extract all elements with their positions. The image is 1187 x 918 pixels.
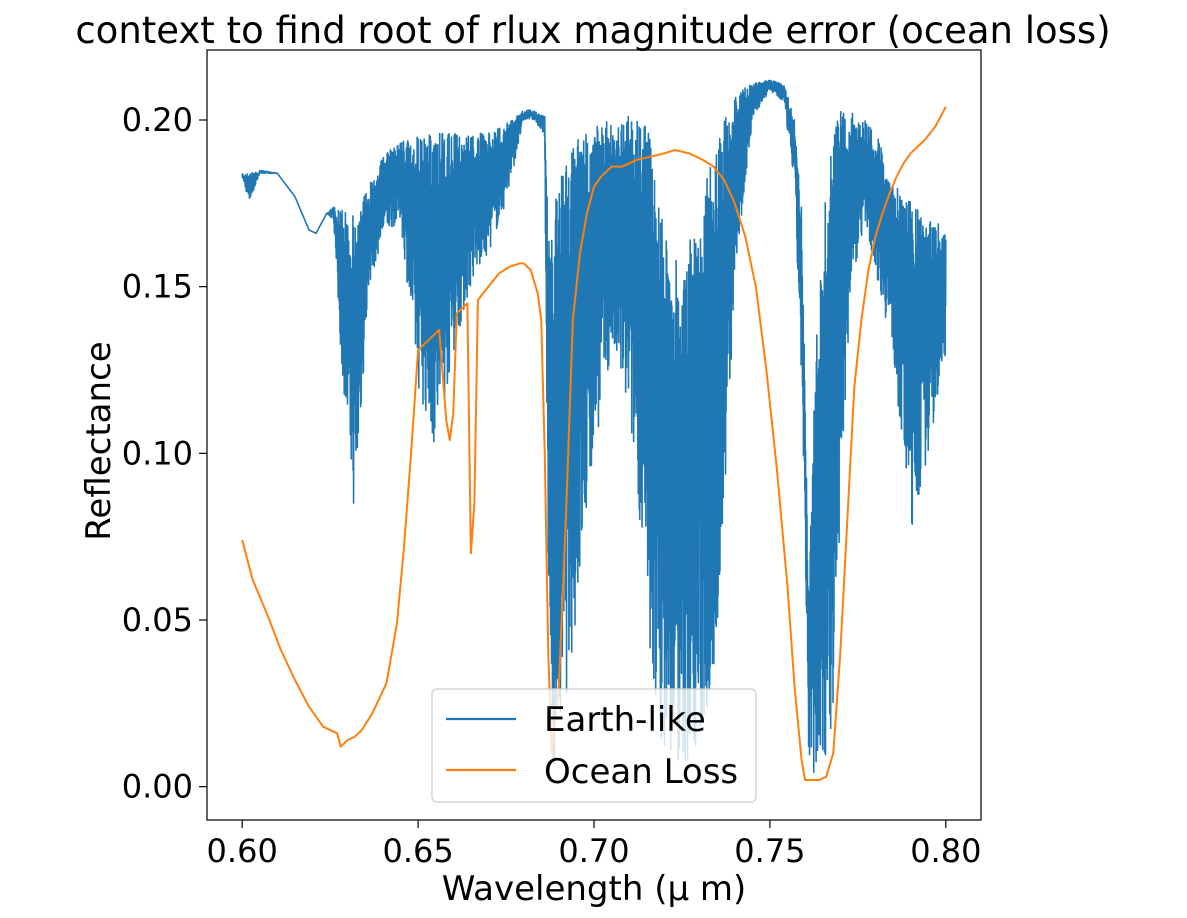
x-tick-label: 0.70 <box>558 832 629 870</box>
series-layer <box>241 79 947 781</box>
legend: Earth-like Ocean Loss <box>431 688 757 803</box>
legend-label-earth-like: Earth-like <box>544 700 706 740</box>
series-line-earth-like <box>241 79 947 774</box>
x-tick-label: 0.60 <box>207 832 278 870</box>
x-axis-label: Wavelength (μ m) <box>442 869 747 909</box>
legend-box <box>431 688 757 803</box>
series-line-ocean-loss <box>241 106 947 781</box>
y-tick-label: 0.05 <box>122 601 193 639</box>
y-axis: 0.00 0.05 0.10 0.15 0.20 <box>122 101 207 806</box>
y-tick-label: 0.10 <box>122 434 193 472</box>
legend-label-ocean-loss: Ocean Loss <box>544 752 738 792</box>
x-tick-label: 0.80 <box>910 832 981 870</box>
x-tick-label: 0.65 <box>382 832 453 870</box>
y-axis-label: Reflectance <box>79 341 119 540</box>
x-tick-label: 0.75 <box>734 832 805 870</box>
y-tick-label: 0.20 <box>122 101 193 139</box>
y-tick-label: 0.15 <box>122 268 193 306</box>
y-tick-label: 0.00 <box>122 768 193 806</box>
chart-title: context to find root of rlux magnitude e… <box>75 9 1110 52</box>
x-axis: 0.60 0.65 0.70 0.75 0.80 <box>207 820 981 870</box>
